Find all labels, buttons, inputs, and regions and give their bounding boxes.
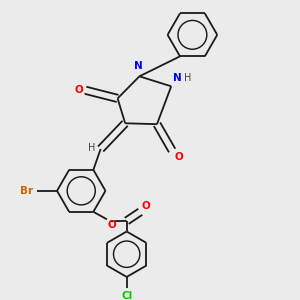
Text: Cl: Cl	[121, 291, 132, 300]
Text: N: N	[134, 61, 142, 71]
Text: O: O	[175, 152, 183, 162]
Text: Br: Br	[20, 186, 33, 196]
Text: O: O	[108, 220, 116, 230]
Text: H: H	[88, 143, 95, 153]
Text: H: H	[184, 73, 191, 83]
Text: N: N	[173, 73, 182, 83]
Text: O: O	[74, 85, 83, 95]
Text: O: O	[142, 201, 151, 211]
